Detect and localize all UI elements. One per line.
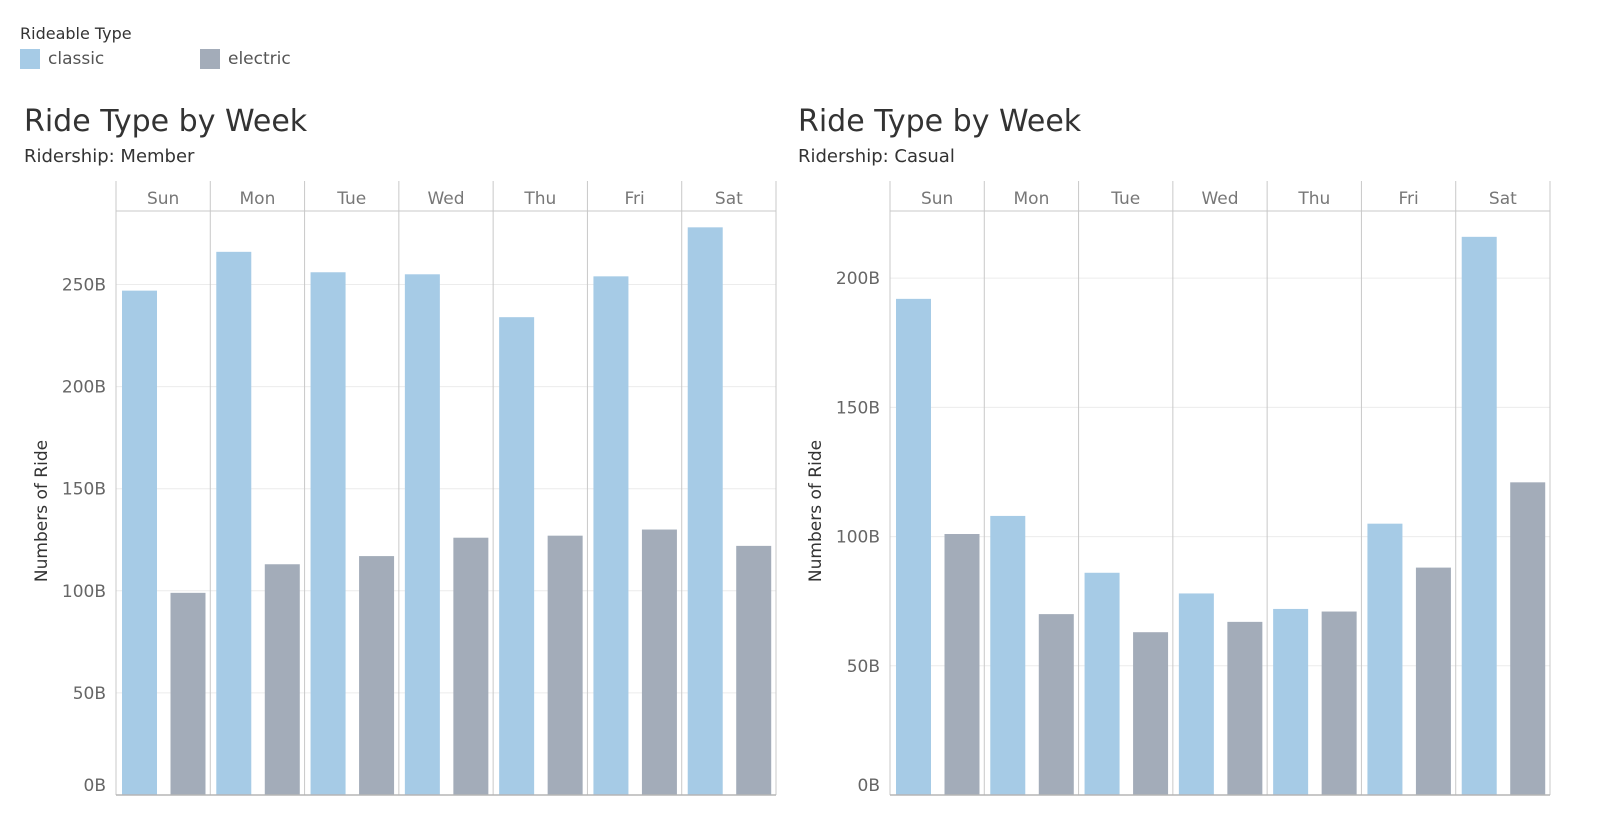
member-ytick-label: 250B <box>62 276 106 296</box>
member-day-label-sat: Sat <box>715 189 743 209</box>
casual-day-label-mon: Mon <box>1014 189 1050 209</box>
casual-day-label-wed: Wed <box>1201 189 1238 209</box>
member-day-label-wed: Wed <box>427 189 464 209</box>
member-day-label-mon: Mon <box>240 189 276 209</box>
casual-ylabel: Numbers of Ride <box>806 440 826 582</box>
casual-bar-classic-wed <box>1178 593 1214 795</box>
member-bar-electric-sat <box>736 545 772 795</box>
member-ytick-label: 100B <box>62 582 106 602</box>
member-ytick-label: 0B <box>84 776 106 796</box>
legend-item-classic[interactable]: classic <box>20 49 200 69</box>
casual-bar-electric-tue <box>1133 632 1169 795</box>
casual-bar-electric-fri <box>1415 567 1451 795</box>
casual-bar-classic-tue <box>1084 572 1120 795</box>
casual-bar-electric-thu <box>1321 611 1357 795</box>
member-bar-classic-sat <box>687 227 723 795</box>
member-bar-classic-wed <box>404 274 440 796</box>
casual-ytick-label: 200B <box>836 269 880 289</box>
member-chart-title: Ride Type by Week <box>24 104 308 139</box>
casual-bar-electric-sat <box>1510 482 1546 795</box>
casual-ytick-label: 150B <box>836 398 880 418</box>
casual-ytick-label: 50B <box>847 657 880 677</box>
legend-label-electric: electric <box>228 49 291 69</box>
casual-bar-classic-thu <box>1273 608 1309 795</box>
casual-day-label-fri: Fri <box>1398 189 1418 209</box>
casual-bar-electric-sun <box>944 534 980 795</box>
casual-bar-classic-fri <box>1367 523 1403 795</box>
casual-day-label-tue: Tue <box>1110 189 1140 209</box>
member-bar-classic-mon <box>216 251 252 795</box>
casual-chart-title: Ride Type by Week <box>798 104 1082 139</box>
member-bar-electric-tue <box>359 556 395 795</box>
member-bar-electric-sun <box>170 592 206 795</box>
member-ytick-label: 150B <box>62 480 106 500</box>
member-bar-classic-thu <box>499 317 535 795</box>
casual-bar-classic-sat <box>1461 236 1497 796</box>
member-bar-classic-fri <box>593 276 629 795</box>
legend-label-classic: classic <box>48 49 105 69</box>
member-ylabel: Numbers of Ride <box>32 440 52 582</box>
member-bar-electric-wed <box>453 537 489 795</box>
casual-day-label-sun: Sun <box>921 189 953 209</box>
casual-chart: 0B 50B 100B 150B 200B Numbers of Ride Sun Mon Tu… <box>806 181 1551 796</box>
casual-chart-subtitle: Ridership: Casual <box>798 146 955 167</box>
member-chart: 0B 50B 100B 150B 200B 250B Numbers of Ride Sun M… <box>32 181 777 796</box>
legend-swatch-classic <box>20 49 40 69</box>
legend-title: Rideable Type <box>20 24 132 43</box>
member-bar-electric-thu <box>547 535 583 795</box>
member-ytick-label: 200B <box>62 378 106 398</box>
member-bar-electric-fri <box>641 529 677 795</box>
member-bar-classic-sun <box>122 290 157 795</box>
casual-ytick-label: 0B <box>858 776 880 796</box>
member-day-label-tue: Tue <box>336 189 366 209</box>
casual-ytick-label: 100B <box>836 528 880 548</box>
casual-bar-classic-sun <box>896 298 931 795</box>
legend: Rideable Type classic electric <box>20 24 380 69</box>
member-day-label-fri: Fri <box>624 189 644 209</box>
casual-bar-classic-mon <box>990 515 1026 795</box>
casual-day-label-sat: Sat <box>1489 189 1517 209</box>
member-chart-subtitle: Ridership: Member <box>24 146 195 167</box>
member-day-label-sun: Sun <box>147 189 179 209</box>
casual-bar-electric-wed <box>1227 621 1263 795</box>
legend-swatch-electric <box>200 49 220 69</box>
member-bar-electric-mon <box>264 564 300 795</box>
casual-bar-electric-mon <box>1038 614 1074 795</box>
member-bar-classic-tue <box>310 272 346 795</box>
casual-day-label-thu: Thu <box>1297 189 1330 209</box>
legend-item-electric[interactable]: electric <box>200 49 380 69</box>
member-day-label-thu: Thu <box>523 189 556 209</box>
member-ytick-label: 50B <box>73 684 106 704</box>
